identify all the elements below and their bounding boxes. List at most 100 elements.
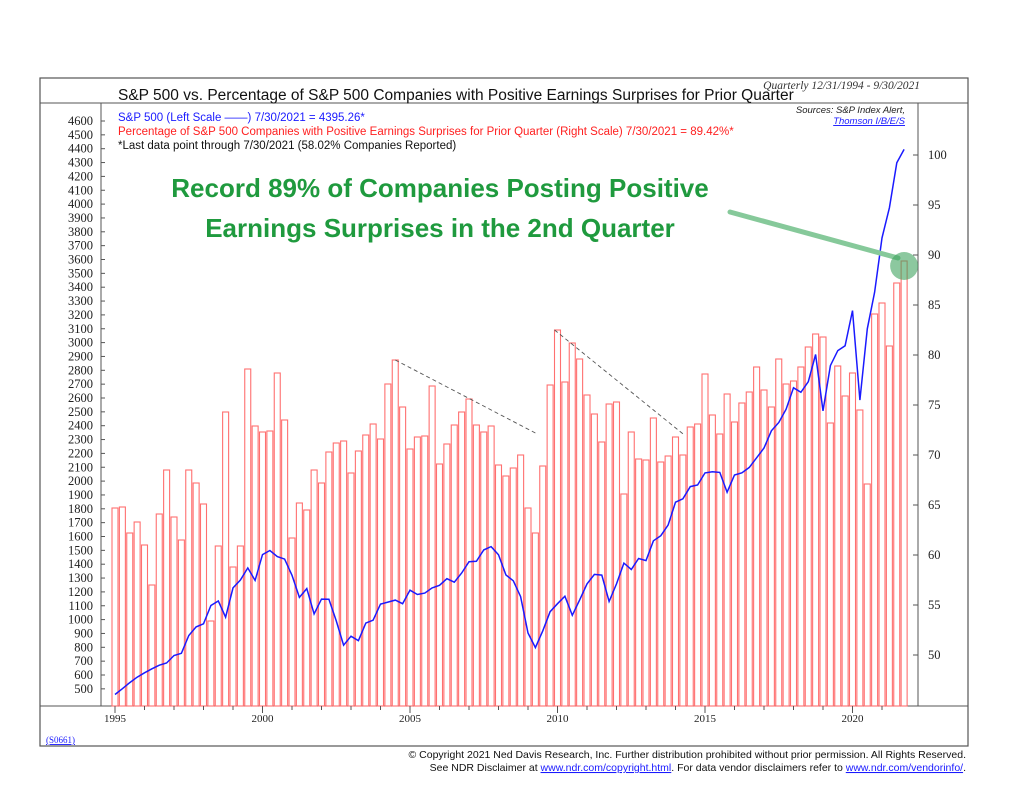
- bar: [317, 482, 326, 707]
- disclaimer: See NDR Disclaimer at www.ndr.com/copyri…: [430, 762, 966, 774]
- left-tick-label: 2500: [68, 405, 93, 419]
- left-tick-label: 2400: [68, 419, 93, 433]
- bar: [524, 507, 532, 707]
- bar: [258, 431, 267, 707]
- bar: [568, 342, 576, 707]
- bar: [163, 469, 171, 707]
- left-tick-label: 1600: [68, 530, 93, 544]
- bar: [856, 409, 864, 707]
- bar: [701, 373, 709, 707]
- left-tick-label: 4600: [68, 114, 93, 128]
- bar: [797, 366, 805, 707]
- bar: [553, 329, 562, 707]
- x-tick-label: 2000: [252, 713, 275, 725]
- bar: [399, 406, 407, 707]
- legend-note: *Last data point through 7/30/2021 (58.0…: [118, 140, 456, 152]
- bar: [347, 472, 355, 707]
- bar: [900, 260, 908, 707]
- left-tick-label: 3300: [68, 294, 93, 308]
- right-tick-label: 85: [928, 298, 941, 312]
- bar: [428, 385, 436, 707]
- left-tick-label: 3400: [68, 280, 93, 294]
- bar: [642, 459, 650, 707]
- bar: [671, 436, 680, 707]
- sources-label: Sources: S&P Index Alert,: [796, 105, 905, 116]
- bar: [812, 333, 820, 707]
- chart-title: S&P 500 vs. Percentage of S&P 500 Compan…: [118, 87, 794, 104]
- bar: [310, 469, 318, 707]
- bar: [325, 451, 333, 707]
- bar: [281, 419, 289, 707]
- bar: [126, 532, 134, 707]
- bar: [177, 539, 185, 707]
- bar: [303, 509, 311, 707]
- bar: [826, 422, 834, 707]
- left-tick-label: 2900: [68, 349, 93, 363]
- bar: [362, 434, 370, 707]
- bar: [620, 493, 628, 707]
- bar: [863, 483, 871, 707]
- bar: [391, 359, 399, 707]
- bar: [612, 401, 621, 707]
- bar: [590, 413, 598, 707]
- bar: [236, 545, 244, 707]
- bar: [605, 403, 613, 707]
- bar: [465, 398, 473, 707]
- bar: [133, 521, 141, 707]
- bar: [480, 431, 488, 707]
- bar: [185, 469, 193, 707]
- left-tick-label: 2000: [68, 474, 93, 488]
- bar: [598, 441, 606, 707]
- bar: [723, 393, 731, 707]
- bar: [244, 368, 252, 707]
- bar: [214, 545, 222, 707]
- right-tick-label: 70: [928, 448, 941, 462]
- bar: [413, 436, 421, 707]
- vendorinfo-link[interactable]: www.ndr.com/vendorinfo/: [845, 762, 963, 774]
- bar: [251, 425, 259, 707]
- bar: [738, 402, 746, 707]
- right-tick-label: 65: [928, 498, 941, 512]
- bar: [834, 365, 842, 707]
- left-tick-label: 800: [74, 640, 93, 654]
- bar: [443, 443, 451, 707]
- bar: [222, 411, 230, 707]
- chart-frame: [39, 77, 969, 747]
- bar: [118, 506, 126, 707]
- left-tick-label: 4000: [68, 197, 93, 211]
- bar: [782, 383, 790, 707]
- x-tick-label: 2005: [399, 713, 422, 725]
- left-tick-label: 3200: [68, 308, 93, 322]
- right-tick-label: 75: [928, 398, 941, 412]
- legend-pct: Percentage of S&P 500 Companies with Pos…: [118, 126, 734, 138]
- bar: [170, 516, 178, 707]
- bar: [376, 438, 385, 707]
- disclaimer-pre: See NDR Disclaimer at: [430, 762, 541, 774]
- left-tick-label: 1400: [68, 557, 93, 571]
- left-tick-label: 3700: [68, 239, 93, 253]
- bar: [664, 455, 672, 707]
- bar: [893, 282, 901, 707]
- bar: [694, 423, 702, 707]
- sources-link[interactable]: Thomson I/B/E/S: [833, 116, 905, 127]
- bar: [340, 440, 348, 707]
- bar: [679, 454, 687, 707]
- left-tick-label: 4200: [68, 169, 93, 183]
- left-tick-label: 1000: [68, 613, 93, 627]
- sp500-line: [114, 149, 905, 696]
- bar: [288, 537, 296, 707]
- bar: [657, 461, 665, 707]
- right-tick-label: 100: [928, 148, 947, 162]
- bar: [539, 465, 547, 707]
- bar: [487, 425, 495, 707]
- legend-sp500: S&P 500 (Left Scale ——) 7/30/2021 = 4395…: [118, 112, 365, 124]
- bar: [546, 384, 554, 707]
- chart-code-link[interactable]: (S0661): [46, 735, 75, 745]
- trend-line: [395, 359, 536, 434]
- bar: [649, 417, 657, 707]
- copyright-link[interactable]: www.ndr.com/copyright.html: [540, 762, 672, 774]
- annotation-line1: Record 89% of Companies Posting Positive: [171, 173, 708, 203]
- bar: [421, 435, 429, 707]
- bar: [885, 345, 893, 707]
